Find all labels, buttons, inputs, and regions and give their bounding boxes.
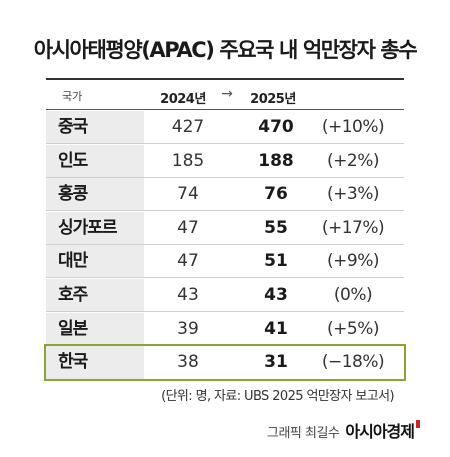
value-2024: 185 xyxy=(171,150,205,171)
value-2025: 76 xyxy=(264,184,288,205)
value-2024: 47 xyxy=(177,251,199,272)
row-divider xyxy=(46,243,404,245)
value-2025: 188 xyxy=(258,150,294,171)
table-row: 중국 427 470 (+10%) xyxy=(46,111,404,144)
change-rate: (+17%) xyxy=(321,217,385,238)
table-row: 한국 38 31 (−18%) xyxy=(46,346,404,380)
row-divider xyxy=(46,277,404,279)
country-name: 홍콩 xyxy=(58,184,88,205)
country-name: 싱가포르 xyxy=(58,217,118,238)
value-2024: 74 xyxy=(177,184,199,205)
table-row: 일본 39 41 (+5%) xyxy=(46,312,404,346)
change-rate: (0%) xyxy=(333,285,373,305)
table-row: 홍콩 74 76 (+3%) xyxy=(46,178,404,212)
country-name: 대만 xyxy=(58,251,88,272)
header-arrow: → xyxy=(221,86,233,102)
header-rule xyxy=(46,109,404,110)
credit: 그래픽 최길수 아시아경제 xyxy=(267,418,420,442)
red-mark-icon xyxy=(416,420,420,428)
header-year-2024: 2024년 xyxy=(160,92,206,107)
country-name: 중국 xyxy=(58,117,88,137)
change-rate: (−18%) xyxy=(321,352,385,373)
value-2025: 41 xyxy=(264,318,288,339)
change-rate: (+9%) xyxy=(327,251,379,272)
value-2024: 427 xyxy=(171,117,205,137)
credit-text: 그래픽 최길수 xyxy=(266,426,340,441)
name-cell-bg xyxy=(46,279,144,312)
name-cell-bg xyxy=(46,312,144,346)
change-rate: (+5%) xyxy=(327,318,379,339)
row-divider xyxy=(46,176,404,178)
top-rule xyxy=(46,78,404,80)
name-cell-bg xyxy=(46,346,144,380)
change-rate: (+3%) xyxy=(327,184,379,205)
country-name: 호주 xyxy=(58,285,88,305)
value-2025: 55 xyxy=(264,217,288,238)
source-note: (단위: 명, 자료: UBS 2025 억만장자 보고서) xyxy=(161,389,395,404)
value-2025: 51 xyxy=(264,251,288,272)
brand-logo: 아시아경제 xyxy=(345,422,415,441)
country-name: 일본 xyxy=(58,318,88,339)
row-divider xyxy=(46,311,404,312)
change-rate: (+2%) xyxy=(327,150,379,171)
row-divider xyxy=(46,210,404,212)
change-rate: (+10%) xyxy=(321,117,385,137)
name-cell-bg xyxy=(46,111,144,144)
table-row: 인도 185 188 (+2%) xyxy=(46,144,404,178)
name-cell-bg xyxy=(46,178,144,212)
value-2025: 43 xyxy=(264,285,288,305)
value-2024: 39 xyxy=(177,318,199,339)
value-2025: 470 xyxy=(258,117,294,137)
value-2024: 47 xyxy=(177,217,199,238)
country-name: 인도 xyxy=(58,150,88,171)
table-row: 싱가포르 47 55 (+17%) xyxy=(46,211,404,245)
header-year-2025: 2025년 xyxy=(250,92,296,107)
row-divider xyxy=(46,143,404,144)
table-row: 호주 43 43 (0%) xyxy=(46,279,404,312)
chart-title: 아시아태평양(APAC) 주요국 내 억만장자 총수 xyxy=(33,38,418,62)
value-2025: 31 xyxy=(264,352,288,373)
name-cell-bg xyxy=(46,211,144,245)
header-country: 국가 xyxy=(62,90,83,103)
table-row: 대만 47 51 (+9%) xyxy=(46,245,404,279)
country-name: 한국 xyxy=(58,352,88,373)
value-2024: 38 xyxy=(177,352,199,373)
value-2024: 43 xyxy=(177,285,199,305)
name-cell-bg xyxy=(46,245,144,279)
name-cell-bg xyxy=(46,144,144,178)
